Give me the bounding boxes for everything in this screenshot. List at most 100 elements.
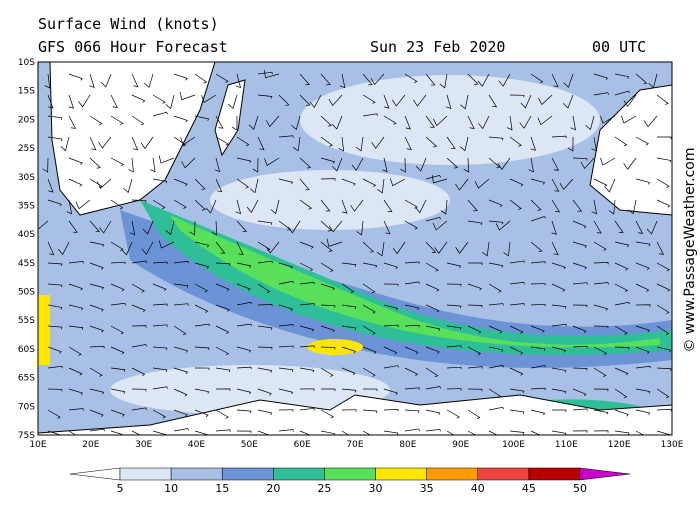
wind-barb [362,367,376,377]
map [38,62,672,435]
wind-barb [383,199,393,212]
wind-barb [425,325,441,331]
wind-barb [614,409,629,417]
wind-barb [278,429,294,432]
wind-barb [356,220,364,236]
wind-barb [173,409,188,417]
wind-barb [131,325,147,328]
wind-barb [530,409,546,416]
wind-barb [404,387,420,390]
wind-barb [131,304,146,313]
wind-barb [141,241,154,255]
wind-barb [264,157,280,166]
wind-barb [467,304,483,308]
colorbar-label: 20 [266,482,280,495]
wind-barb [257,367,273,373]
wind-barb [614,241,630,248]
latitude-label: 35S [18,201,35,211]
wind-barb [320,136,333,147]
wind-barb [110,94,118,108]
wind-barb [110,302,126,306]
wind-barb [236,136,250,147]
wind-barb [551,346,567,353]
wind-barb [131,73,139,88]
wind-barb [635,365,651,369]
wind-barb [194,409,209,418]
wind-barb [47,365,63,369]
wind-barb [194,388,210,394]
wind-barb [559,178,574,190]
wind-barb [563,73,574,88]
wind-barb [425,73,436,86]
wind-barb [194,367,210,371]
wind-barb [404,261,420,264]
colorbar-segment [273,467,325,481]
wind-barb [383,94,390,109]
wind-barb [572,282,588,285]
wind-barb [110,157,125,167]
wind-barb [265,115,280,128]
wind-barb [47,409,61,419]
wind-barb [488,220,504,225]
wind-barb [215,304,230,312]
wind-barb [635,241,651,247]
wind-barb [628,199,637,215]
wind-barb [383,304,399,311]
wind-barb [446,325,462,330]
wind-barb [530,283,546,286]
wind-barb [47,136,63,142]
wind-barb [530,241,543,253]
wind-barb [131,430,141,435]
wind-barb [131,283,145,293]
wind-barb [215,136,229,146]
wind-barb [248,115,259,130]
wind-barb [278,345,294,348]
wind-barb [551,157,560,171]
wind-barb [110,241,124,251]
wind-barb [433,115,448,127]
wind-barb [173,199,187,209]
wind-barb [110,261,126,265]
wind-barb [89,241,105,247]
wind-barb [214,157,221,173]
wind-barb [635,304,651,307]
wind-barb [572,367,588,371]
wind-barb [299,199,313,210]
wind-barb [89,428,105,432]
wind-barb [152,409,166,419]
wind-barb [236,262,252,268]
wind-barb [189,220,196,236]
colorbar-segment [528,467,581,481]
wind-barb [257,388,272,396]
calm-area [300,75,600,165]
wind-barb [99,220,112,234]
latitude-label: 20S [18,115,35,125]
wind-barb [425,136,438,148]
colorbar-label: 35 [420,482,434,495]
wind-barb [215,115,224,129]
wind-barb [194,304,209,313]
wind-barb [236,283,251,291]
wind-barb [439,73,448,89]
wind-barb [593,73,609,81]
wind-barb [299,178,310,191]
wind-barb [551,304,567,309]
wind-barb [530,387,546,391]
wind-barb [593,388,609,392]
wind-barb [320,388,336,391]
wind-barb [520,94,532,109]
time: 00 UTC [592,38,646,56]
wind-barb [383,283,399,287]
wind-barb [506,115,513,131]
wind-barb [488,199,503,208]
madagascar [214,79,246,157]
colorbar-label: 25 [317,482,331,495]
wind-barb [152,303,168,307]
wind-barb [635,262,650,270]
wind-barb [89,325,104,333]
wind-barb [656,283,671,292]
wind-barb [140,136,154,150]
wind-barb [530,365,546,369]
wind-barb [551,409,567,412]
wind-barb [509,136,522,147]
